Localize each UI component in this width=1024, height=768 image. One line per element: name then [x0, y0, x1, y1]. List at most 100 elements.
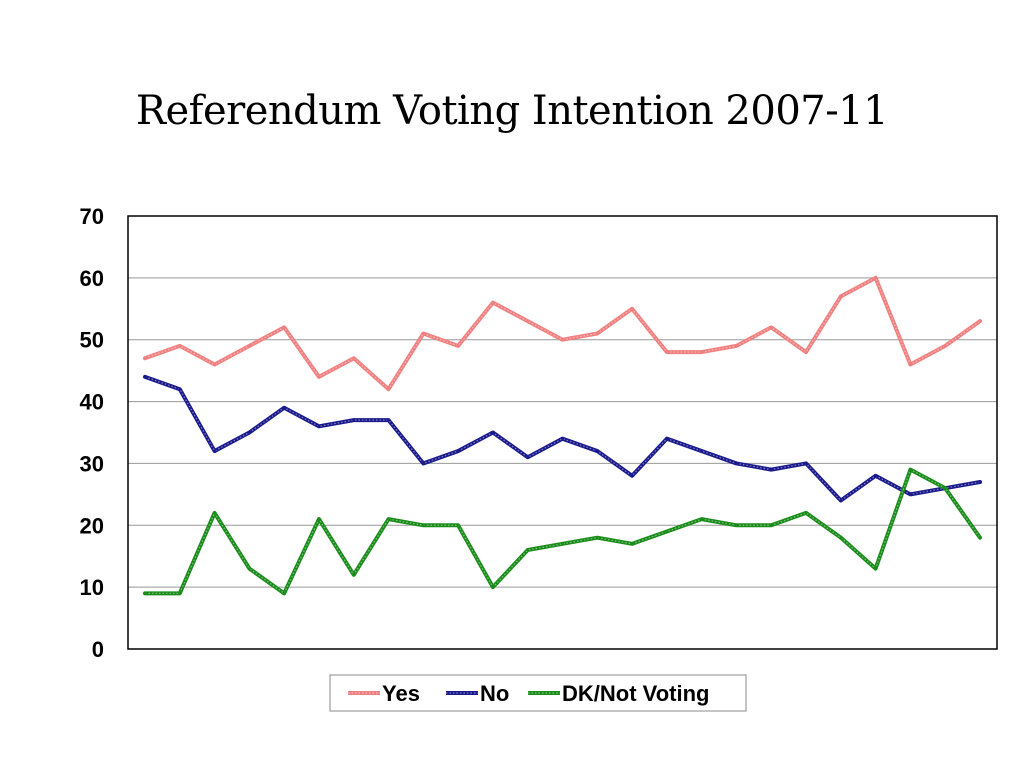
- data-point: [456, 523, 460, 527]
- y-tick-label: 20: [80, 513, 104, 538]
- data-point: [526, 319, 530, 323]
- data-point: [978, 480, 982, 484]
- data-point: [143, 591, 147, 595]
- data-point: [282, 406, 286, 410]
- data-point: [734, 344, 738, 348]
- data-point: [178, 387, 182, 391]
- data-point: [387, 387, 391, 391]
- data-point: [526, 455, 530, 459]
- data-point: [700, 449, 704, 453]
- data-point: [387, 517, 391, 521]
- series-no: [143, 374, 982, 503]
- y-tick-label: 40: [80, 390, 104, 415]
- data-point: [630, 542, 634, 546]
- data-point: [282, 325, 286, 329]
- legend-label: No: [480, 681, 509, 706]
- data-point: [943, 344, 947, 348]
- plot-area-border: [127, 215, 998, 650]
- data-point: [943, 486, 947, 490]
- series-line: [143, 275, 982, 392]
- data-point: [978, 319, 982, 323]
- data-point: [734, 523, 738, 527]
- data-point: [282, 591, 286, 595]
- data-point: [561, 338, 564, 342]
- data-point: [247, 344, 251, 348]
- y-tick-label: 30: [80, 451, 104, 476]
- data-point: [908, 362, 912, 366]
- data-point: [978, 536, 982, 540]
- data-point: [595, 332, 599, 336]
- data-point: [421, 523, 425, 527]
- data-point: [143, 356, 147, 360]
- data-point: [700, 350, 704, 354]
- data-point: [804, 461, 808, 465]
- series-line-texture: [145, 468, 981, 595]
- data-point: [352, 356, 356, 360]
- data-point: [630, 307, 634, 311]
- series-yes: [143, 275, 982, 392]
- y-tick-label: 10: [80, 575, 104, 600]
- data-point: [352, 573, 356, 577]
- data-point: [421, 332, 425, 336]
- y-tick-label: 50: [80, 328, 104, 353]
- data-point: [839, 536, 843, 540]
- data-point: [665, 350, 669, 354]
- series-lines: [143, 275, 982, 596]
- data-point: [561, 437, 564, 441]
- y-tick-label: 0: [92, 637, 104, 662]
- data-point: [595, 536, 599, 540]
- data-point: [908, 468, 912, 472]
- data-point: [178, 591, 182, 595]
- data-point: [700, 517, 704, 521]
- legend-label: DK/Not Voting: [562, 681, 709, 706]
- data-point: [595, 449, 599, 453]
- data-point: [908, 492, 912, 496]
- data-point: [491, 431, 495, 434]
- data-point: [665, 529, 669, 533]
- data-point: [213, 511, 217, 515]
- data-point: [178, 344, 182, 348]
- y-axis-ticks: 0 10 20 30 40 50 60 70: [80, 204, 104, 662]
- y-tick-label: 70: [80, 204, 104, 229]
- data-point: [247, 431, 251, 434]
- data-point: [387, 418, 391, 422]
- data-point: [769, 325, 773, 329]
- y-tick-label: 60: [80, 266, 104, 291]
- data-point: [317, 424, 321, 428]
- legend-item: No: [446, 681, 509, 706]
- data-point: [804, 350, 808, 354]
- data-point: [874, 276, 878, 280]
- data-point: [421, 461, 425, 465]
- data-point: [874, 474, 878, 478]
- data-point: [874, 567, 878, 571]
- data-point: [769, 523, 773, 527]
- data-point: [804, 511, 808, 515]
- data-point: [213, 449, 217, 453]
- legend-label: Yes: [382, 681, 420, 706]
- series-line: [143, 467, 982, 596]
- series-dk-not-voting: [143, 467, 982, 596]
- data-point: [526, 548, 530, 552]
- data-point: [769, 468, 773, 472]
- chart-title: Referendum Voting Intention 2007-11: [135, 88, 889, 134]
- data-point: [734, 461, 738, 465]
- data-point: [839, 294, 843, 298]
- data-point: [213, 362, 217, 366]
- data-point: [839, 499, 843, 503]
- data-point: [665, 437, 669, 441]
- data-point: [317, 375, 321, 379]
- data-point: [456, 344, 460, 348]
- data-point: [491, 585, 495, 589]
- legend-item: Yes: [348, 681, 420, 706]
- data-point: [247, 567, 251, 571]
- data-point: [630, 474, 634, 478]
- grid-lines: [128, 277, 997, 588]
- legend-item: DK/Not Voting: [528, 681, 709, 706]
- legend: Yes No DK/Not Voting: [329, 674, 747, 712]
- data-point: [143, 375, 147, 379]
- data-point: [352, 418, 356, 422]
- data-point: [491, 301, 495, 305]
- data-point: [456, 449, 460, 453]
